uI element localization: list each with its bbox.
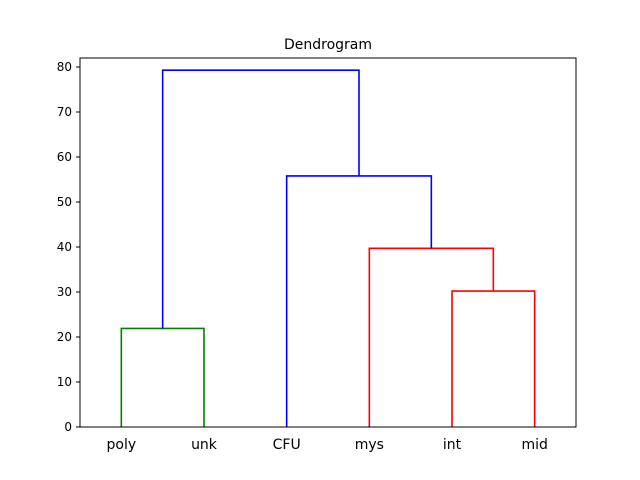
y-tick-label: 30 (57, 285, 72, 299)
chart-title: Dendrogram (284, 37, 372, 53)
y-tick-label: 70 (57, 105, 72, 119)
leaf-label-mid: mid (521, 437, 547, 453)
y-tick-label: 20 (57, 330, 72, 344)
link-poly-unk (120, 327, 205, 427)
y-tick-label: 50 (57, 195, 72, 209)
y-tick-label: 10 (57, 375, 72, 389)
link-int-mid (451, 290, 536, 427)
leaf-label-mys: mys (355, 437, 384, 453)
leaf-label-int: int (443, 437, 462, 453)
y-tick-label: 40 (57, 240, 72, 254)
leaf-label-cfu: CFU (273, 437, 301, 453)
y-tick-label: 60 (57, 150, 72, 164)
axes: 0 10 20 30 40 50 60 70 80 poly unk CFU mys int mid (57, 57, 577, 453)
dendrogram-links (120, 69, 536, 427)
link-mys-int+mid (368, 247, 495, 427)
leaf-label-unk: unk (191, 437, 218, 453)
leaf-label-poly: poly (107, 437, 137, 453)
y-tick-label: 0 (64, 420, 72, 434)
plot-frame (79, 57, 577, 428)
link-cfu-mys+int+mid (285, 175, 433, 427)
y-tick-label: 80 (57, 60, 72, 74)
link-poly+unk-cfu+mys+int+mid (161, 69, 360, 329)
